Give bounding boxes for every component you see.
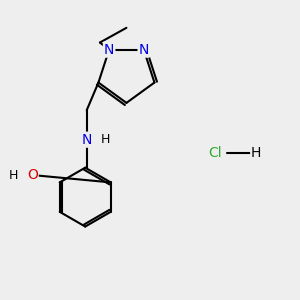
Text: H: H	[8, 169, 18, 182]
Text: Cl: Cl	[208, 146, 222, 160]
Text: H: H	[100, 133, 110, 146]
Text: N: N	[82, 133, 92, 147]
Text: O: O	[27, 168, 38, 182]
Text: N: N	[104, 43, 114, 57]
Text: N: N	[139, 43, 149, 57]
Text: H: H	[251, 146, 261, 160]
